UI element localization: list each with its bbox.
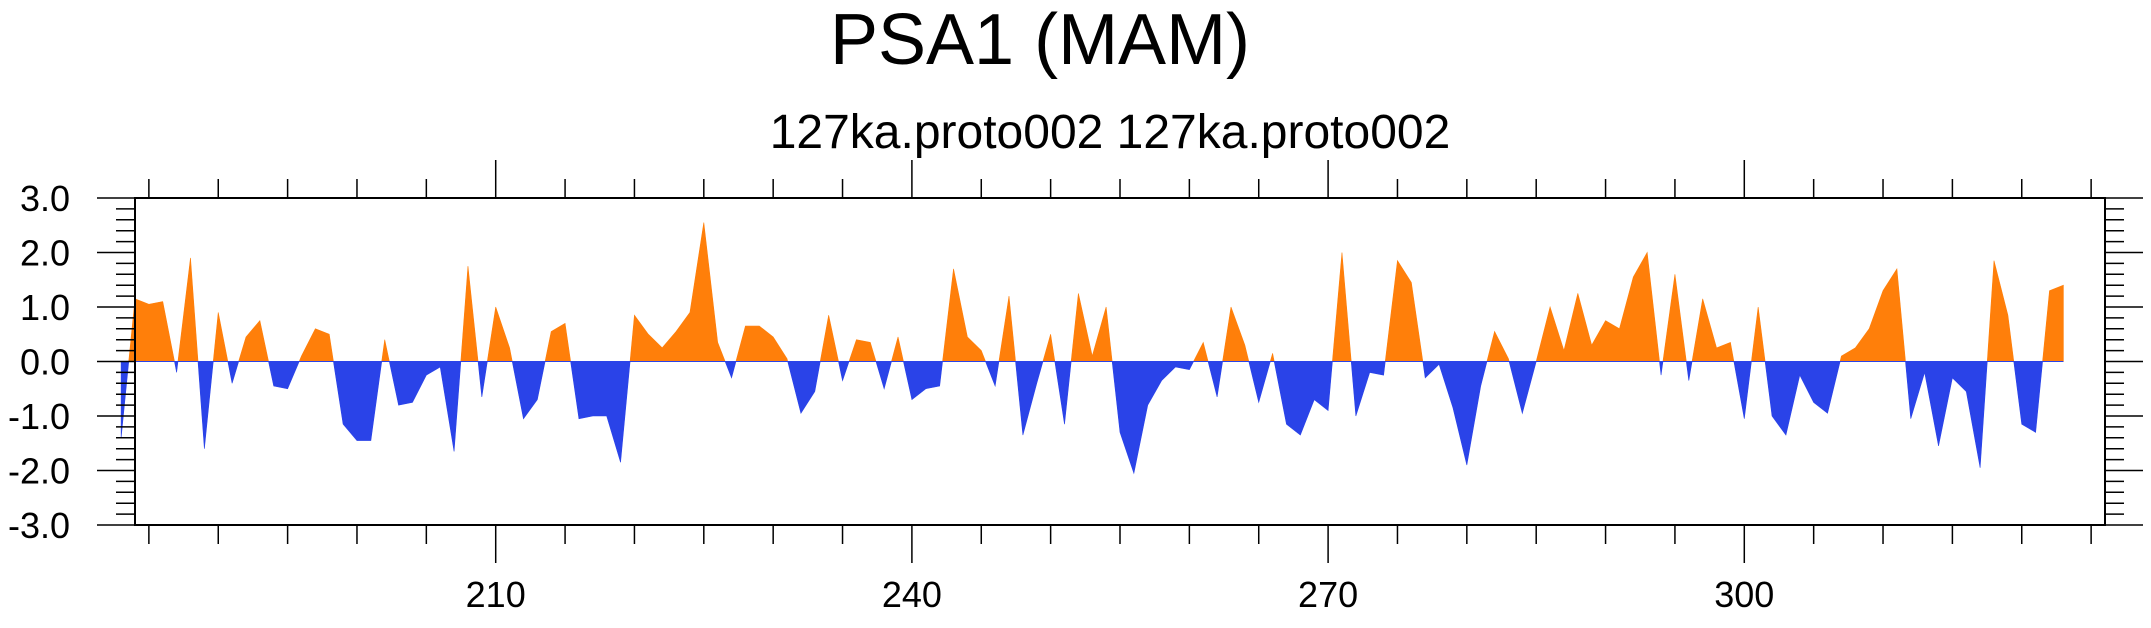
negative-anomaly-area <box>1764 361 1841 436</box>
positive-anomaly-area <box>212 312 229 362</box>
negative-anomaly-area <box>570 361 631 463</box>
positive-anomaly-area <box>942 268 986 362</box>
positive-anomaly-area <box>2042 284 2064 362</box>
negative-anomaly-area <box>1733 361 1752 419</box>
positive-anomaly-area <box>381 339 390 362</box>
negative-anomaly-area <box>1015 361 1044 436</box>
negative-anomaly-area <box>838 361 850 382</box>
x-tick-label: 210 <box>466 574 526 615</box>
negative-anomaly-area <box>1273 361 1333 436</box>
negative-anomaly-area <box>1905 361 1988 468</box>
y-tick-label: 2.0 <box>20 233 70 274</box>
positive-anomaly-area <box>629 222 726 362</box>
positive-anomaly-area <box>1193 341 1209 362</box>
positive-anomaly-area <box>298 328 334 362</box>
negative-anomaly-area <box>1422 361 1488 466</box>
negative-anomaly-area <box>1248 361 1271 404</box>
positive-anomaly-area <box>735 325 789 362</box>
axis-ticks-layer <box>97 160 2143 563</box>
chart-title: PSA1 (MAM) <box>830 0 1250 80</box>
y-tick-label: -3.0 <box>8 505 70 546</box>
negative-anomaly-area <box>875 361 892 390</box>
positive-anomaly-area <box>1986 260 2015 362</box>
negative-anomaly-area <box>1207 361 1223 397</box>
positive-anomaly-area <box>1384 259 1424 362</box>
positive-anomaly-area <box>1662 274 1687 362</box>
y-tick-label: -2.0 <box>8 451 70 492</box>
positive-anomaly-area <box>1070 293 1113 362</box>
positive-anomaly-area <box>891 336 904 362</box>
positive-anomaly-area <box>238 319 269 362</box>
negative-anomaly-area <box>724 361 737 379</box>
positive-anomaly-area <box>1332 252 1352 362</box>
x-tick-label: 300 <box>1714 574 1774 615</box>
positive-anomaly-area <box>1691 298 1735 362</box>
negative-anomaly-area <box>1054 361 1072 425</box>
negative-anomaly-area <box>985 361 1000 388</box>
y-tick-label: 3.0 <box>20 178 70 219</box>
y-tick-label: 1.0 <box>20 287 70 328</box>
negative-anomaly-area <box>477 361 488 397</box>
y-tick-label: -1.0 <box>8 396 70 437</box>
negative-anomaly-area <box>388 361 462 452</box>
negative-anomaly-area <box>903 361 943 401</box>
positive-anomaly-area <box>1042 334 1056 362</box>
positive-anomaly-area <box>486 306 513 362</box>
negative-anomaly-area <box>174 361 179 373</box>
positive-anomaly-area <box>177 257 199 362</box>
x-tick-label: 270 <box>1298 574 1358 615</box>
positive-anomaly-area <box>1486 330 1510 362</box>
plot-frame <box>134 197 2106 526</box>
negative-anomaly-area <box>1111 361 1195 475</box>
negative-anomaly-area <box>511 361 546 420</box>
positive-anomaly-area <box>544 322 571 362</box>
positive-anomaly-area <box>460 266 479 362</box>
positive-anomaly-area <box>1751 306 1766 362</box>
positive-anomaly-area <box>1269 353 1275 362</box>
positive-anomaly-area <box>998 296 1016 362</box>
series-fill-layer <box>120 222 2064 475</box>
chart-subtitle: 127ka.proto002 127ka.proto002 <box>770 106 1451 159</box>
positive-anomaly-area <box>848 339 877 362</box>
positive-anomaly-area <box>819 315 839 362</box>
negative-anomaly-area <box>197 361 214 449</box>
negative-anomaly-area <box>1508 361 1537 415</box>
negative-anomaly-area <box>787 361 821 415</box>
negative-anomaly-area <box>333 361 383 441</box>
y-tick-label: 0.0 <box>20 342 70 383</box>
negative-anomaly-area <box>1350 361 1386 417</box>
positive-anomaly-area <box>1222 306 1250 362</box>
negative-anomaly-area <box>1685 361 1693 381</box>
positive-anomaly-area <box>1535 251 1660 362</box>
tick-labels-layer: 210 240 270 300 -3.0 -2.0 -1.0 0.0 1.0 2.0 3.0 <box>8 178 1774 615</box>
negative-anomaly-area <box>268 361 300 390</box>
negative-anomaly-area <box>2013 361 2043 433</box>
x-tick-label: 240 <box>882 574 942 615</box>
positive-anomaly-area <box>1839 267 1906 362</box>
negative-anomaly-area <box>1659 361 1664 376</box>
negative-anomaly-area <box>227 361 240 384</box>
